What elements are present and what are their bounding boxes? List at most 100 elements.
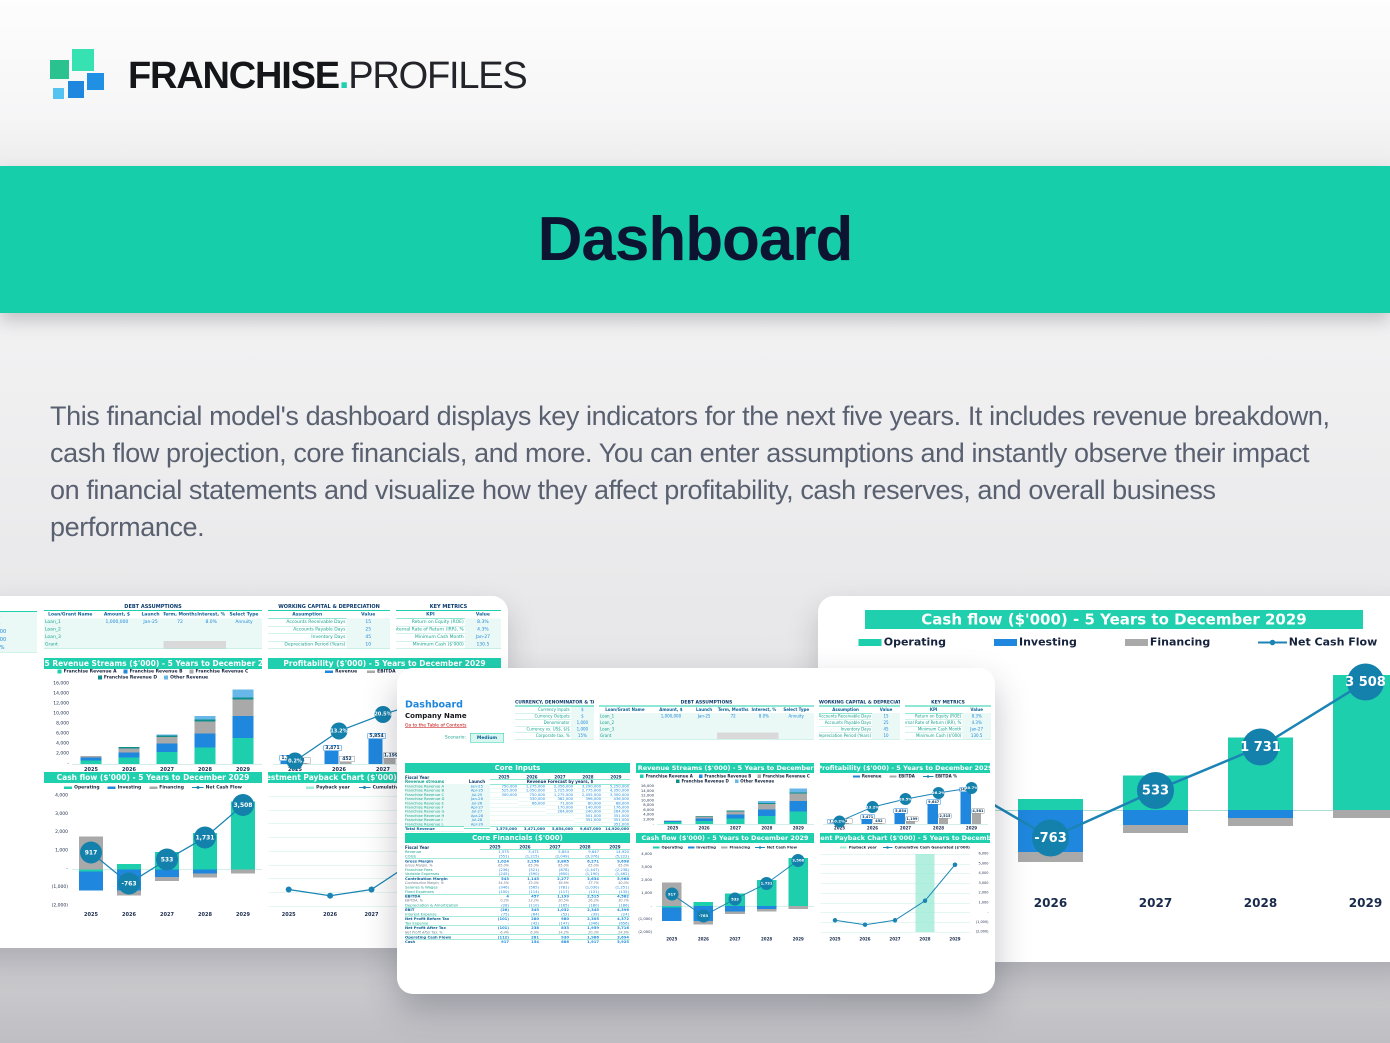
x-axis-line [273, 764, 493, 765]
value: 1,917 [587, 939, 599, 945]
x-axis-label: 2026 [122, 767, 136, 773]
bar-segment [155, 876, 179, 881]
value: 65.0% [528, 863, 539, 868]
bar-segment [789, 788, 808, 793]
x-axis-label: 2029 [792, 826, 804, 831]
y-axis-label: 6,000 [978, 851, 989, 856]
legend-label: Franchise Revenue D [103, 675, 158, 680]
value: (656) [618, 920, 629, 926]
legend-dot [886, 846, 889, 849]
chart-legend: Operating Investing Financing Net Cash Flow [636, 845, 814, 850]
value: 71,000 [546, 801, 574, 806]
chart-legend: Franchise Revenue D Other Revenue [636, 779, 814, 784]
bar-segment [758, 809, 776, 817]
x-axis-line [823, 824, 988, 825]
table-row: 15% [0, 643, 37, 653]
net-cash-flow-bubble: -763 [118, 872, 140, 895]
value [546, 823, 574, 825]
table-row: Minimum Cash ($'000) 130.5 [396, 640, 501, 649]
net-cash-flow-bubble: 533 [728, 892, 742, 906]
value: 238 [531, 925, 539, 931]
value: 351,000 [602, 822, 630, 827]
value: 154 [531, 939, 539, 945]
gridline [268, 809, 475, 811]
value: (101) [497, 916, 509, 922]
value: 396,000 [574, 797, 602, 802]
value: 280 [531, 916, 539, 922]
ebitda-pct-bubble: 0.2% [286, 752, 304, 770]
legend-line-swatch [755, 846, 765, 849]
x-axis-label: 2027 [160, 767, 174, 773]
x-axis-label: 2025 [829, 937, 841, 942]
value: (64) [531, 911, 539, 917]
table-row: Net Profit After Tax (101) 238 833 1,959 3,71… [405, 925, 630, 930]
revenue-label: 5,854 [893, 808, 908, 814]
row-label: Net Profit After Tax [405, 925, 446, 931]
value: 1,199 [557, 894, 569, 899]
legend-item: Franchise Revenue D [97, 675, 158, 680]
value: 170,000 [546, 805, 574, 810]
fiscal-year-label: Fiscal Year [405, 775, 430, 780]
x-axis-label: 2026 [698, 826, 710, 831]
value [574, 823, 602, 825]
legend-swatch [107, 786, 116, 789]
row-label: Net Profit After Tax, % [405, 930, 443, 935]
cell: Internal Rate of Return (IRR), % [396, 627, 465, 634]
cell: Inventory Days [268, 633, 347, 642]
value: 351,000 [602, 813, 630, 819]
value: 457 [531, 894, 539, 899]
legend-swatch [994, 638, 1017, 646]
legend-swatch [164, 675, 169, 680]
value [546, 819, 574, 821]
table-of-contents-link[interactable]: Go to the Table of Contents [405, 723, 467, 728]
gridline [820, 902, 970, 904]
cell: Accounts Payable Days [819, 719, 873, 727]
y-axis-label: - [66, 866, 68, 872]
year-label: 2029 [600, 845, 630, 850]
bar-segment [118, 752, 140, 758]
cell: Accounts Receivable Days [268, 618, 347, 627]
key-metrics-table-title: KEY METRICS [905, 700, 991, 707]
value: 9,647 [588, 849, 599, 855]
key-metrics-table: KEY METRICS KPI Value Return on Equity (ROE… [396, 604, 501, 649]
gridline [820, 922, 970, 923]
bar-segment [232, 699, 254, 716]
x-axis-label: 2027 [364, 912, 379, 918]
bar-segment [118, 746, 140, 749]
legend-label: EBITDA [377, 669, 396, 674]
legend-item: Franchise Revenue B [698, 774, 751, 779]
legend-item: Financing [149, 785, 184, 790]
legend-label: Operating [883, 636, 946, 649]
scenario-selector[interactable]: Medium [470, 733, 504, 743]
legend-item: Net Cash Flow [191, 785, 242, 790]
ebitda-label: 2,515 [938, 813, 952, 819]
table-row: Loan_1 1,000,000 Jan-25 72 8.0% Annuity [599, 712, 814, 720]
row-label: Operating Cash Flows [405, 934, 452, 940]
value: 4,582 [617, 894, 629, 899]
ebitda-bar [972, 812, 981, 824]
green-square-icon [50, 60, 69, 79]
value: 1,024 [497, 858, 509, 864]
legend-dot [196, 786, 200, 789]
y-axis-label: - [987, 910, 989, 915]
legend-dot [926, 775, 930, 778]
value: 264,000 [602, 809, 630, 815]
table-row: Interest Expense (75) (64) (52) (39) (24) [405, 911, 630, 917]
x-axis-label: 2026 [859, 937, 871, 942]
legend-line-swatch [922, 775, 934, 778]
legend-label: Investing [117, 785, 142, 790]
y-axis-label: 10,000 [640, 797, 654, 803]
value: 917 [501, 939, 509, 945]
table-row: COGS (551) (1,215) (2,049) (3,376) (5,222) [405, 854, 630, 859]
x-axis-label: 2028 [761, 826, 773, 831]
value: 13.2% [528, 898, 539, 903]
value: 20.3% [588, 930, 599, 935]
value: (2,238) [615, 867, 629, 872]
launch-date: Apr-29 [464, 821, 490, 827]
bar-segment [1122, 824, 1189, 833]
logo-text: FRANCHISE.PROFILES [128, 55, 528, 98]
legend-label: Franchise Revenue A [645, 774, 693, 779]
chart-legend: Operating Investing Financing Net Cash Flow [818, 636, 1390, 649]
cell: Assumption [268, 611, 347, 619]
